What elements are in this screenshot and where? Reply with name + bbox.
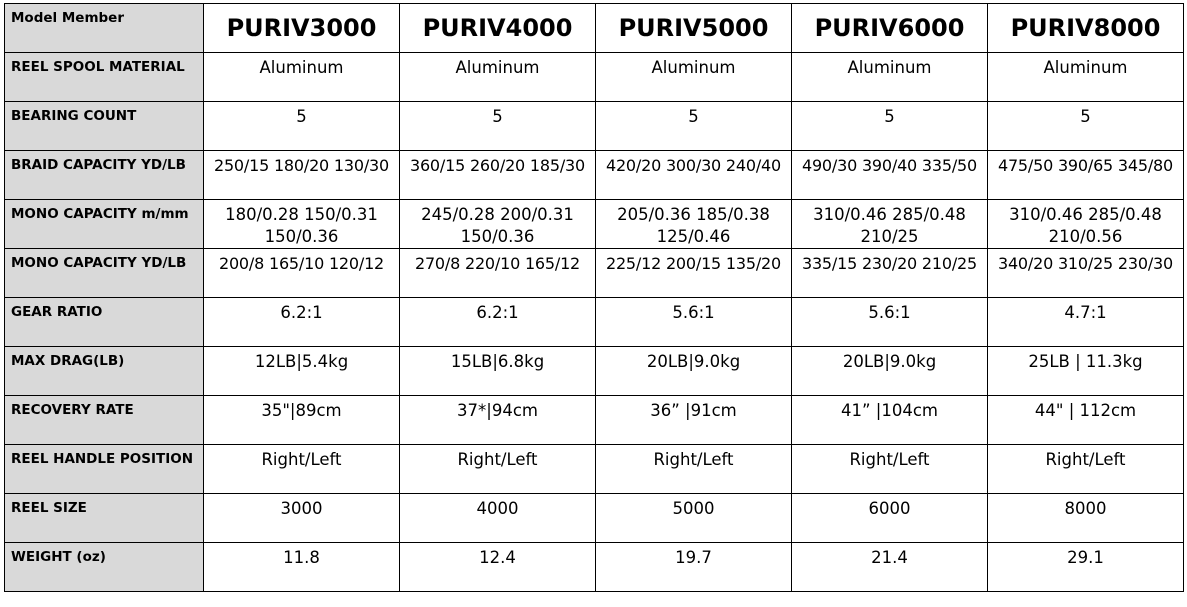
spec-value: 180/0.28 150/0.31 150/0.36 (203, 199, 400, 249)
spec-value: 5.6:1 (595, 297, 792, 347)
spec-value: 3000 (203, 493, 400, 543)
spec-value: 29.1 (987, 542, 1184, 592)
spec-value: 12.4 (399, 542, 596, 592)
spec-value: 44" | 112cm (987, 395, 1184, 445)
header-label: Model Member (4, 3, 204, 53)
row-label: WEIGHT (oz) (4, 542, 204, 592)
spec-value: 335/15 230/20 210/25 (791, 248, 988, 298)
spec-value-text: 205/0.36 185/0.38 125/0.46 (617, 205, 770, 246)
spec-value: Aluminum (987, 52, 1184, 102)
spec-table: Model Member PURIV3000 PURIV4000 PURIV50… (4, 3, 1184, 592)
spec-value-text: 245/0.28 200/0.31 150/0.36 (421, 205, 574, 246)
spec-value: 37*|94cm (399, 395, 596, 445)
table-row: REEL HANDLE POSITION Right/Left Right/Le… (4, 444, 1184, 494)
spec-value: 310/0.46 285/0.48 210/0.56 (987, 199, 1184, 249)
header-row: Model Member PURIV3000 PURIV4000 PURIV50… (4, 3, 1184, 53)
row-label: BEARING COUNT (4, 101, 204, 151)
row-label: REEL SPOOL MATERIAL (4, 52, 204, 102)
spec-value: 11.8 (203, 542, 400, 592)
spec-value: 35"|89cm (203, 395, 400, 445)
row-label: MAX DRAG(LB) (4, 346, 204, 396)
spec-value: 5.6:1 (791, 297, 988, 347)
spec-value: 5 (791, 101, 988, 151)
spec-value: Aluminum (399, 52, 596, 102)
spec-value: 20LB|9.0kg (791, 346, 988, 396)
table-row: MONO CAPACITY m/mm 180/0.28 150/0.31 150… (4, 199, 1184, 249)
spec-value: 4000 (399, 493, 596, 543)
spec-value: 6.2:1 (399, 297, 596, 347)
spec-value: 200/8 165/10 120/12 (203, 248, 400, 298)
spec-value: Right/Left (595, 444, 792, 494)
table-row: RECOVERY RATE 35"|89cm 37*|94cm 36” |91c… (4, 395, 1184, 445)
spec-value: 36” |91cm (595, 395, 792, 445)
table-row: MAX DRAG(LB) 12LB|5.4kg 15LB|6.8kg 20LB|… (4, 346, 1184, 396)
spec-value: 12LB|5.4kg (203, 346, 400, 396)
spec-value-text: 180/0.28 150/0.31 150/0.36 (225, 205, 378, 246)
spec-value: 360/15 260/20 185/30 (399, 150, 596, 200)
spec-value: 25LB | 11.3kg (987, 346, 1184, 396)
spec-value: 490/30 390/40 335/50 (791, 150, 988, 200)
spec-value: 205/0.36 185/0.38 125/0.46 (595, 199, 792, 249)
spec-value-text: 310/0.46 285/0.48 210/25 (813, 205, 966, 246)
spec-value: 420/20 300/30 240/40 (595, 150, 792, 200)
row-label: REEL HANDLE POSITION (4, 444, 204, 494)
spec-value: 250/15 180/20 130/30 (203, 150, 400, 200)
row-label: MONO CAPACITY m/mm (4, 199, 204, 249)
spec-value: Right/Left (399, 444, 596, 494)
spec-value: 245/0.28 200/0.31 150/0.36 (399, 199, 596, 249)
spec-value: 225/12 200/15 135/20 (595, 248, 792, 298)
spec-value: 5 (987, 101, 1184, 151)
model-name: PURIV8000 (987, 3, 1184, 53)
spec-value: 5 (203, 101, 400, 151)
model-name: PURIV6000 (791, 3, 988, 53)
spec-value: Aluminum (791, 52, 988, 102)
spec-value: Aluminum (203, 52, 400, 102)
spec-value: 21.4 (791, 542, 988, 592)
table-row: MONO CAPACITY YD/LB 200/8 165/10 120/12 … (4, 248, 1184, 298)
spec-value: 6.2:1 (203, 297, 400, 347)
spec-value: 15LB|6.8kg (399, 346, 596, 396)
spec-value: Right/Left (987, 444, 1184, 494)
spec-value: 5000 (595, 493, 792, 543)
spec-value: Right/Left (203, 444, 400, 494)
spec-value: 19.7 (595, 542, 792, 592)
row-label: REEL SIZE (4, 493, 204, 543)
row-label: RECOVERY RATE (4, 395, 204, 445)
spec-value: 5 (595, 101, 792, 151)
model-name: PURIV5000 (595, 3, 792, 53)
spec-value: 4.7:1 (987, 297, 1184, 347)
spec-value: 5 (399, 101, 596, 151)
table-row: REEL SPOOL MATERIAL Aluminum Aluminum Al… (4, 52, 1184, 102)
spec-value: 20LB|9.0kg (595, 346, 792, 396)
spec-value: 475/50 390/65 345/80 (987, 150, 1184, 200)
spec-value: 6000 (791, 493, 988, 543)
spec-value: 270/8 220/10 165/12 (399, 248, 596, 298)
table-row: BEARING COUNT 5 5 5 5 5 (4, 101, 1184, 151)
row-label: GEAR RATIO (4, 297, 204, 347)
row-label: BRAID CAPACITY YD/LB (4, 150, 204, 200)
spec-value: 340/20 310/25 230/30 (987, 248, 1184, 298)
model-name: PURIV4000 (399, 3, 596, 53)
spec-value: 41” |104cm (791, 395, 988, 445)
spec-value: 8000 (987, 493, 1184, 543)
spec-value: Right/Left (791, 444, 988, 494)
spec-value-text: 310/0.46 285/0.48 210/0.56 (1009, 205, 1162, 246)
table-row: REEL SIZE 3000 4000 5000 6000 8000 (4, 493, 1184, 543)
table-row: BRAID CAPACITY YD/LB 250/15 180/20 130/3… (4, 150, 1184, 200)
spec-value: Aluminum (595, 52, 792, 102)
model-name: PURIV3000 (203, 3, 400, 53)
table-row: WEIGHT (oz) 11.8 12.4 19.7 21.4 29.1 (4, 542, 1184, 592)
spec-value: 310/0.46 285/0.48 210/25 (791, 199, 988, 249)
table-row: GEAR RATIO 6.2:1 6.2:1 5.6:1 5.6:1 4.7:1 (4, 297, 1184, 347)
row-label: MONO CAPACITY YD/LB (4, 248, 204, 298)
